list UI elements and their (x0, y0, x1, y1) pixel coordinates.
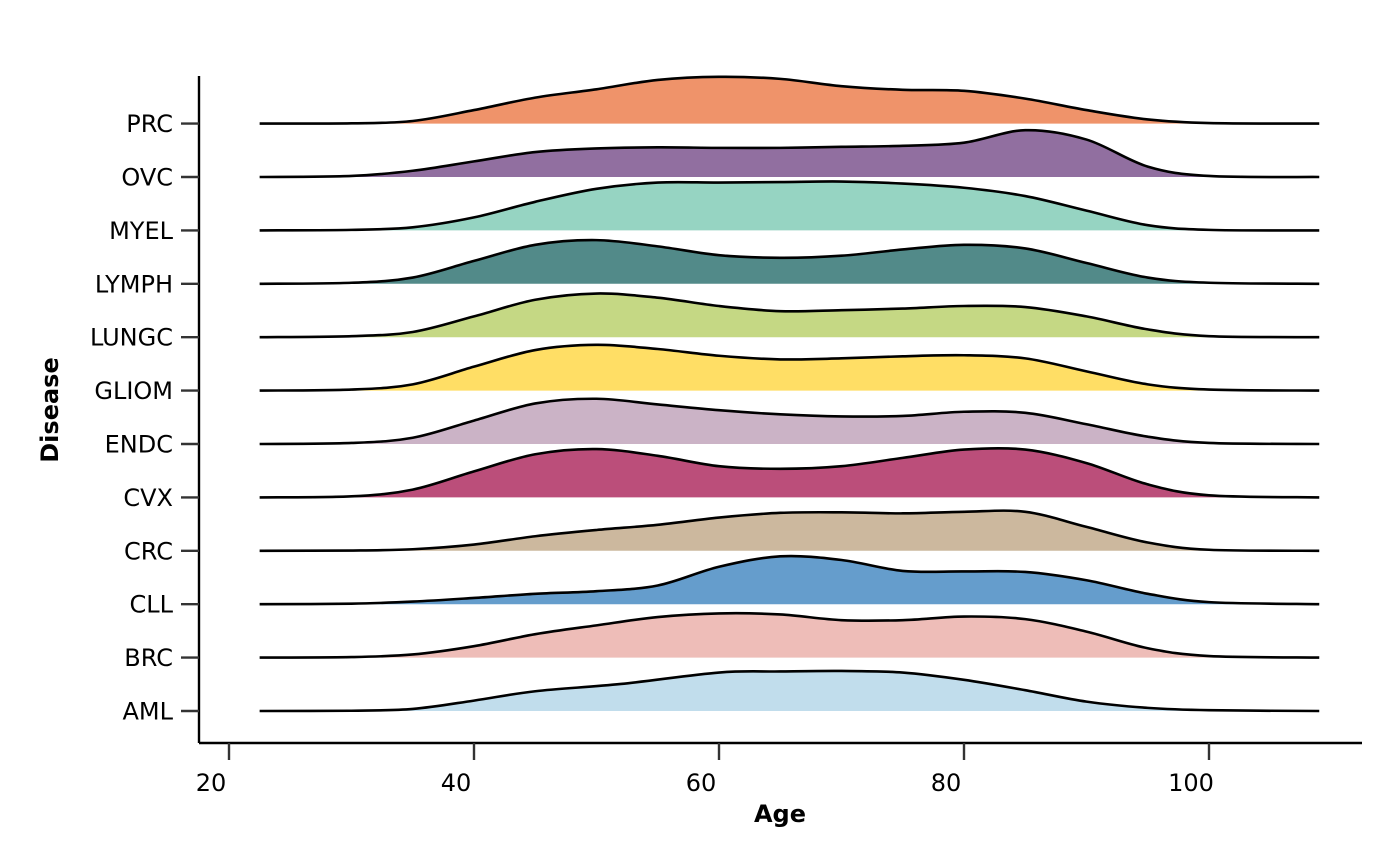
y-tick-label: LUNGC (90, 324, 173, 352)
ridge-area-cvx (259, 448, 1320, 498)
y-tick-label: LYMPH (95, 270, 173, 298)
x-axis-title: Age (754, 800, 806, 828)
ridge-myel (259, 180, 1320, 232)
ridge-line-myel (259, 180, 1320, 232)
ridge-prc (259, 75, 1320, 125)
x-tick-label: 60 (686, 769, 717, 797)
y-tick-label: OVC (121, 164, 173, 192)
x-tick-label: 80 (931, 769, 962, 797)
y-tick-label: AML (123, 698, 174, 726)
ridge-line-aml (259, 669, 1320, 713)
x-tick-label: 40 (441, 769, 472, 797)
ridge-cll (259, 554, 1320, 606)
ridge-area-cll (259, 556, 1320, 605)
y-tick-label: CLL (130, 591, 174, 619)
y-tick-label: BRC (124, 644, 173, 672)
ridge-line-crc (259, 509, 1320, 553)
ridge-ovc (259, 128, 1320, 179)
y-ticks-group: AML BRC CLL CRC CVX ENDC GLIOM LUNGC LYMPH MYEL OV… (90, 110, 199, 726)
ridge-line-brc (259, 611, 1320, 659)
ridge-line-cll (259, 554, 1320, 606)
x-ticks-group: 20 40 60 80 100 (196, 743, 1214, 797)
ridge-brc (259, 611, 1320, 659)
ridge-line-lymph (259, 238, 1320, 286)
ridge-area-aml (259, 670, 1320, 711)
ridge-lungc (259, 292, 1320, 339)
x-tick-label: 20 (196, 769, 227, 797)
ridge-line-endc (259, 397, 1320, 446)
ridge-line-lungc (259, 292, 1320, 339)
ridge-line-cvx (259, 446, 1320, 499)
ridge-area-ovc (259, 130, 1320, 178)
ridge-area-prc (259, 76, 1320, 124)
ridge-area-lungc (259, 293, 1320, 338)
ridge-area-gliom (259, 344, 1320, 391)
y-tick-label: MYEL (109, 217, 174, 245)
ridge-area-myel (259, 181, 1320, 231)
ridge-lymph (259, 238, 1320, 286)
y-tick-label: ENDC (105, 431, 173, 459)
y-axis-title: Disease (36, 357, 64, 462)
ridges-group (259, 75, 1320, 713)
ridge-area-crc (259, 510, 1320, 551)
ridge-endc (259, 397, 1320, 446)
y-tick-label: CRC (124, 537, 173, 565)
ridge-crc (259, 509, 1320, 553)
axes-group: AML BRC CLL CRC CVX ENDC GLIOM LUNGC LYMPH MYEL OV… (90, 76, 1362, 797)
ridge-line-gliom (259, 343, 1320, 392)
ridge-gliom (259, 343, 1320, 392)
x-tick-label: 100 (1168, 769, 1214, 797)
ridge-line-prc (259, 75, 1320, 125)
ridge-line-ovc (259, 128, 1320, 179)
y-tick-label: PRC (126, 110, 173, 138)
y-tick-label: CVX (123, 484, 173, 512)
ridge-aml (259, 669, 1320, 713)
ridge-area-endc (259, 398, 1320, 444)
y-tick-label: GLIOM (94, 377, 173, 405)
ridge-area-lymph (259, 240, 1320, 284)
ridge-cvx (259, 446, 1320, 499)
